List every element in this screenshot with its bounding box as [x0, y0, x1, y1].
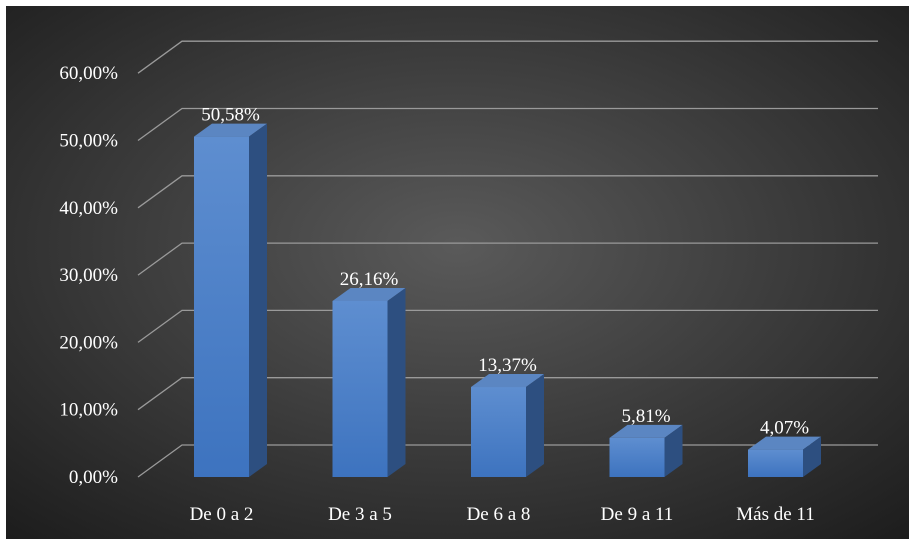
bar-front-face — [471, 387, 526, 477]
bar-front-face — [332, 300, 388, 477]
bars — [194, 123, 821, 477]
data-label: 26,16% — [340, 269, 399, 290]
bar-top-face — [609, 424, 683, 438]
bar-side-face — [249, 123, 267, 477]
bar-chart: 0,00% 10,00% 20,00% 30,00% 40,00% 50,00% 60,00… — [6, 6, 909, 539]
x-tick-label: De 9 a 11 — [601, 504, 674, 525]
chart-frame: 0,00% 10,00% 20,00% 30,00% 40,00% 50,00% 60,00… — [6, 6, 909, 539]
bar-front-face — [748, 449, 803, 477]
gridline — [137, 175, 878, 209]
y-tick-label: 0,00% — [69, 467, 118, 488]
bar-top-face — [748, 436, 821, 450]
data-label: 4,07% — [760, 418, 809, 439]
y-tick-label: 10,00% — [59, 400, 118, 421]
y-tick-label: 50,00% — [59, 131, 118, 152]
bar-side-face — [526, 374, 544, 477]
bar-front-face — [609, 437, 665, 477]
bar — [748, 436, 821, 477]
x-tick-label: De 3 a 5 — [328, 504, 392, 525]
x-tick-label: De 6 a 8 — [467, 504, 531, 525]
x-tick-label: De 0 a 2 — [190, 504, 254, 525]
data-label: 13,37% — [478, 355, 537, 376]
bar-side-face — [803, 436, 821, 477]
bar — [609, 424, 683, 477]
x-axis-tick-labels: De 0 a 2 De 3 a 5 De 6 a 8 De 9 a 11 Más de … — [190, 504, 815, 525]
bar-side-face — [387, 287, 406, 477]
bar — [332, 287, 406, 477]
y-tick-label: 40,00% — [59, 198, 118, 219]
x-tick-label: Más de 11 — [736, 504, 814, 525]
bar — [471, 374, 544, 477]
bar-side-face — [664, 424, 683, 477]
gridlines — [137, 40, 878, 478]
bar-top-face — [194, 123, 267, 137]
y-tick-label: 60,00% — [59, 63, 118, 84]
bar-top-face — [471, 374, 544, 388]
y-tick-label: 20,00% — [59, 332, 118, 353]
y-tick-label: 30,00% — [59, 265, 118, 286]
gridline — [137, 309, 878, 343]
data-label: 50,58% — [201, 105, 260, 126]
bar-top-face — [332, 287, 406, 301]
gridline — [137, 40, 878, 74]
gridline — [137, 107, 878, 142]
bar-front-face — [194, 136, 249, 477]
data-label: 5,81% — [621, 406, 670, 427]
gridline — [137, 377, 878, 411]
gridline — [137, 242, 878, 276]
y-axis-tick-labels: 0,00% 10,00% 20,00% 30,00% 40,00% 50,00% 60,00… — [59, 63, 118, 488]
bar — [194, 123, 267, 477]
data-labels: 50,58% 26,16% 13,37% 5,81% 4,07% — [201, 105, 809, 439]
